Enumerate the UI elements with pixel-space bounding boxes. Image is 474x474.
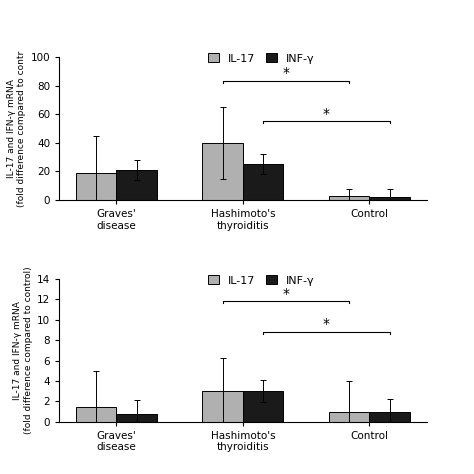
Bar <box>117 170 157 200</box>
Bar <box>243 391 283 422</box>
Bar <box>243 164 283 200</box>
Legend: IL-17, INF-γ: IL-17, INF-γ <box>206 273 317 288</box>
Text: *: * <box>323 317 330 331</box>
Bar <box>329 411 369 422</box>
Text: *: * <box>283 66 290 81</box>
Text: *: * <box>323 107 330 120</box>
Legend: IL-17, INF-γ: IL-17, INF-γ <box>206 51 317 66</box>
Bar <box>117 414 157 422</box>
Bar <box>329 196 369 200</box>
Text: *: * <box>283 286 290 301</box>
Bar <box>369 197 410 200</box>
Y-axis label: IL-17 and IFN-γ mRNA
(fold difference compared to control): IL-17 and IFN-γ mRNA (fold difference co… <box>13 266 33 434</box>
Y-axis label: IL-17 and IFN-γ mRNA
(fold difference compared to contr: IL-17 and IFN-γ mRNA (fold difference co… <box>7 50 27 207</box>
Bar <box>202 143 243 200</box>
Bar <box>76 407 117 422</box>
Bar <box>76 173 117 200</box>
Bar <box>202 391 243 422</box>
Bar <box>369 411 410 422</box>
